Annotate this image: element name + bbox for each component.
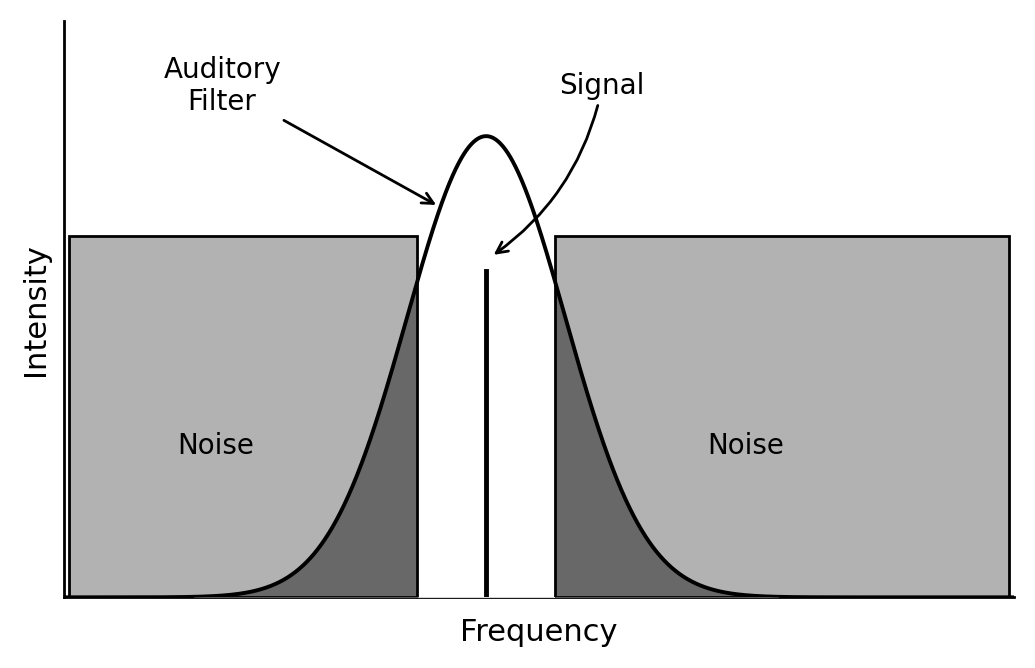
Bar	[69, 236, 417, 597]
Text: Auditory
Filter: Auditory Filter	[164, 56, 434, 204]
X-axis label: Frequency: Frequency	[461, 618, 618, 647]
Text: Noise: Noise	[177, 432, 254, 460]
Bar	[555, 236, 1009, 597]
Text: Signal: Signal	[496, 72, 645, 253]
Text: Noise: Noise	[707, 432, 783, 460]
Bar	[555, 236, 1009, 597]
Y-axis label: Intensity: Intensity	[21, 242, 50, 375]
Bar	[69, 236, 417, 597]
